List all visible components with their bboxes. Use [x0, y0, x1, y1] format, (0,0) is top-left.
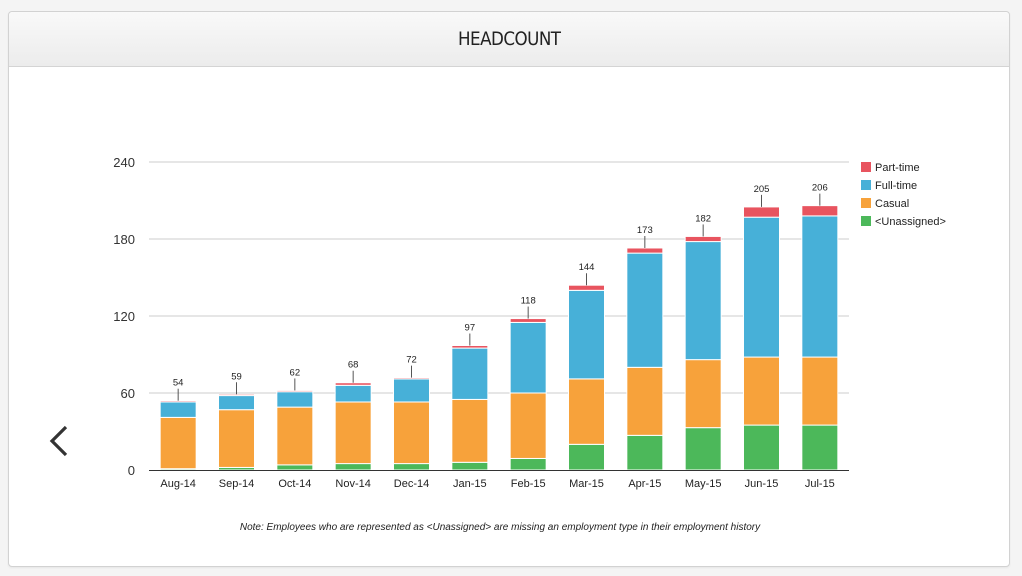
- y-tick-label: 120: [113, 309, 135, 324]
- data-label-total: 173: [637, 225, 653, 236]
- x-tick-label: Oct-14: [278, 478, 311, 490]
- bar-segment-part-time: [509, 318, 547, 323]
- bar-segment-full-time: [334, 384, 372, 403]
- bar-segment-unassigned: [684, 427, 722, 471]
- data-label-total: 62: [290, 367, 301, 378]
- bar-segment-casual: [801, 356, 839, 426]
- bar-segment-unassigned: [276, 464, 314, 471]
- data-label-total: 54: [173, 378, 184, 389]
- bar-segment-part-time: [159, 400, 197, 403]
- bar-segment-part-time: [684, 235, 722, 243]
- bar-segment-casual: [684, 359, 722, 429]
- x-tick-label: Nov-14: [335, 478, 370, 490]
- x-tick-label: Jan-15: [453, 478, 487, 490]
- data-label-total: 118: [521, 296, 536, 307]
- y-tick-label: 60: [121, 386, 135, 401]
- bar-segment-part-time: [334, 382, 372, 386]
- bar-segment-full-time: [684, 241, 722, 361]
- bar-segment-full-time: [568, 289, 605, 380]
- bar-segment-part-time: [568, 284, 605, 291]
- bar-segment-full-time: [451, 347, 489, 400]
- chevron-left-icon: [49, 425, 68, 457]
- data-label-total: 205: [754, 184, 770, 195]
- panel-title: HEADCOUNT: [457, 28, 561, 50]
- data-label-total: 72: [406, 355, 417, 366]
- data-label-total: 144: [579, 262, 595, 273]
- x-tick-label: Mar-15: [569, 478, 604, 490]
- bar-segment-part-time: [393, 377, 430, 380]
- legend-label: Part-time: [875, 162, 920, 174]
- panel-header: HEADCOUNT: [9, 12, 1009, 67]
- legend-swatch: [861, 198, 871, 208]
- bar-segment-casual: [451, 398, 489, 463]
- legend-label: Full-time: [875, 180, 917, 192]
- data-label-total: 68: [348, 360, 359, 371]
- headcount-panel: HEADCOUNT: [8, 11, 1010, 567]
- bar-segment-unassigned: [801, 424, 839, 471]
- legend-swatch: [861, 162, 871, 172]
- bar-segment-casual: [393, 401, 430, 465]
- bar-segment-full-time: [159, 401, 197, 418]
- bar-segment-full-time: [509, 321, 547, 394]
- x-tick-label: Jul-15: [805, 478, 835, 490]
- x-tick-label: Apr-15: [628, 478, 661, 490]
- bar-segment-part-time: [218, 393, 255, 397]
- bar-segment-full-time: [276, 391, 314, 408]
- bar-segment-unassigned: [743, 424, 780, 471]
- bar-segment-casual: [334, 401, 372, 465]
- x-tick-label: Aug-14: [160, 478, 195, 490]
- legend-label: Casual: [875, 198, 909, 210]
- bar-segment-casual: [218, 409, 255, 468]
- bar-segment-unassigned: [334, 463, 372, 471]
- bar-segment-full-time: [801, 215, 839, 358]
- data-label-total: 206: [812, 183, 828, 194]
- x-tick-label: Jun-15: [745, 478, 779, 490]
- bar-segment-unassigned: [451, 461, 489, 471]
- x-tick-label: Dec-14: [394, 478, 429, 490]
- bar-segment-unassigned: [626, 434, 664, 471]
- bar-segment-full-time: [393, 378, 430, 403]
- bar-segment-casual: [509, 392, 547, 459]
- data-label-total: 59: [231, 371, 242, 382]
- bar-segment-part-time: [801, 205, 839, 217]
- data-label-total: 182: [695, 213, 711, 224]
- previous-button[interactable]: [44, 418, 74, 464]
- bar-segment-casual: [276, 406, 314, 466]
- bar-segment-unassigned: [568, 443, 605, 471]
- y-tick-label: 0: [128, 463, 135, 478]
- legend-swatch: [861, 216, 871, 226]
- bar-segment-part-time: [626, 247, 664, 254]
- bar-segment-unassigned: [509, 457, 547, 471]
- bar-segment-casual: [743, 356, 780, 426]
- bar-segment-part-time: [743, 206, 780, 218]
- bar-segment-casual: [626, 366, 664, 436]
- legend-label: <Unassigned>: [875, 216, 946, 228]
- bar-segment-full-time: [218, 395, 255, 411]
- bar-segment-casual: [159, 416, 197, 470]
- x-tick-label: May-15: [685, 478, 722, 490]
- bar-segment-full-time: [626, 252, 664, 368]
- y-tick-label: 240: [113, 155, 135, 170]
- bar-segment-part-time: [276, 389, 314, 393]
- x-tick-label: Sep-14: [219, 478, 254, 490]
- x-tick-label: Feb-15: [511, 478, 546, 490]
- bar-segment-casual: [568, 378, 605, 445]
- y-tick-label: 180: [113, 232, 135, 247]
- bar-segment-full-time: [743, 216, 780, 358]
- data-label-total: 97: [465, 323, 476, 334]
- legend-swatch: [861, 180, 871, 190]
- chart-note: Note: Employees who are represented as <…: [240, 522, 761, 533]
- bar-segment-unassigned: [393, 463, 430, 471]
- bar-segment-part-time: [451, 345, 489, 349]
